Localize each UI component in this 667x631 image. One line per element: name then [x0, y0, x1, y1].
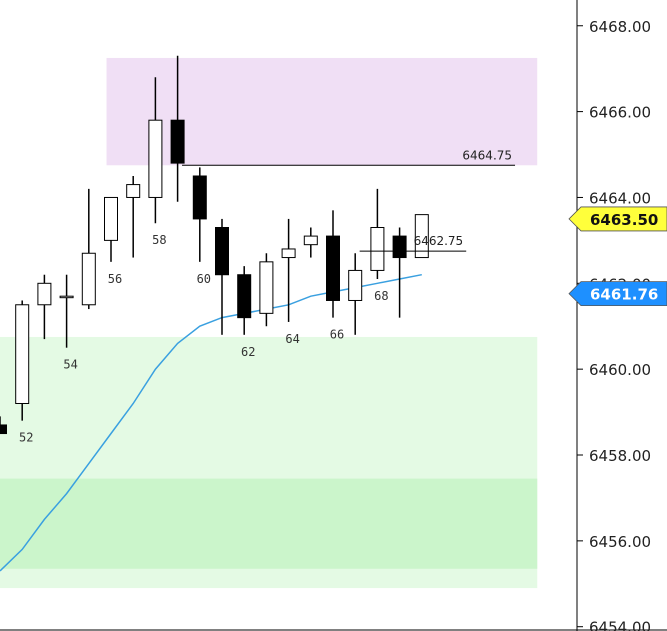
- candle-55: [81, 188, 96, 310]
- price-tags-layer: 6463.50 6461.76: [568, 206, 667, 307]
- candle-body: [192, 175, 207, 220]
- level-lines-layer: 6464.75 6462.75: [182, 148, 516, 252]
- candle-body: [237, 274, 252, 319]
- candle-body: [259, 261, 274, 314]
- candle-58: [148, 77, 163, 224]
- bar-number-labels-layer: 52 54 56 58 60 62 64 66 68: [19, 233, 389, 444]
- candle-body: [59, 295, 74, 299]
- bar-number-label: 60: [197, 272, 211, 286]
- bar-number-label: 62: [241, 345, 255, 359]
- price-tag-label: 6461.76: [590, 286, 658, 304]
- candle-66: [326, 210, 340, 318]
- candle-51: [0, 416, 7, 435]
- price-tag-label: 6463.50: [590, 211, 658, 229]
- candle-59: [170, 55, 185, 202]
- level-line-label: 6464.75: [462, 148, 512, 162]
- bar-number-label: 68: [374, 289, 388, 303]
- price-tag-shape: [568, 206, 667, 232]
- candle-56: [104, 196, 118, 262]
- candle-body: [170, 119, 185, 164]
- axis-tick-label: 6464.00: [589, 189, 651, 207]
- axis-tick-label: 6460.00: [589, 361, 651, 379]
- bar-number-label: 58: [152, 233, 166, 247]
- axis-tick-label: 6468.00: [589, 18, 651, 36]
- bar-number-label: 56: [108, 272, 122, 286]
- candle-body: [215, 227, 229, 276]
- axis-tick-label: 6466.00: [589, 104, 651, 122]
- candle-70: [414, 214, 429, 259]
- bar-number-label: 54: [63, 358, 77, 372]
- candle-68: [370, 188, 385, 280]
- price-tag-shape: [568, 281, 667, 307]
- candle-body: [81, 252, 96, 306]
- candle-67: [348, 253, 363, 335]
- candle-63: [259, 253, 274, 327]
- candle-64: [281, 218, 296, 322]
- axis-tick-label: 6454.00: [589, 619, 651, 631]
- axis-tick-label: 6456.00: [589, 533, 651, 551]
- candle-body: [370, 227, 385, 271]
- candle-body: [126, 184, 141, 198]
- candle-54: [59, 274, 74, 348]
- candle-body: [392, 235, 407, 259]
- candle-body: [348, 269, 363, 301]
- candle-61: [215, 218, 229, 335]
- candle-62: [237, 266, 252, 335]
- zones-layer: [0, 57, 538, 589]
- candle-60: [192, 167, 207, 262]
- bar-number-label: 52: [19, 431, 33, 445]
- candle-body: [414, 214, 429, 259]
- candle-body: [148, 119, 163, 198]
- level-line-label: 6462.75: [414, 234, 464, 248]
- candle-body: [0, 424, 7, 435]
- zone-2: [0, 478, 538, 569]
- price-tag-1: 6461.76: [568, 281, 667, 307]
- candle-53: [37, 274, 52, 340]
- price-tag-0: 6463.50: [568, 206, 667, 232]
- candle-69: [392, 227, 407, 318]
- candle-52: [15, 300, 30, 421]
- candle-57: [126, 175, 141, 258]
- candle-body: [37, 282, 52, 306]
- candle-65: [303, 227, 318, 258]
- candle-body: [281, 248, 296, 259]
- candle-body: [326, 235, 340, 301]
- candle-body: [104, 196, 118, 241]
- candle-body: [15, 304, 30, 404]
- candle-body: [303, 235, 318, 246]
- bar-number-label: 64: [285, 332, 299, 346]
- bar-number-label: 66: [330, 328, 344, 342]
- candles-layer: [0, 55, 429, 435]
- axis-tick-label: 6458.00: [589, 447, 651, 465]
